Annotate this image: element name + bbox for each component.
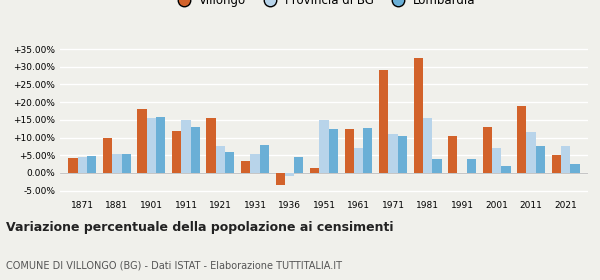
Bar bbox=[294, 157, 304, 173]
Bar bbox=[68, 158, 78, 173]
Bar bbox=[551, 155, 561, 173]
Bar bbox=[260, 145, 269, 173]
Bar bbox=[492, 148, 501, 173]
Bar bbox=[329, 129, 338, 173]
Bar bbox=[319, 120, 329, 173]
Bar bbox=[448, 136, 457, 173]
Bar bbox=[536, 146, 545, 173]
Bar bbox=[206, 118, 216, 173]
Bar bbox=[250, 153, 260, 173]
Bar bbox=[467, 159, 476, 173]
Bar bbox=[561, 146, 570, 173]
Text: Variazione percentuale della popolazione ai censimenti: Variazione percentuale della popolazione… bbox=[6, 221, 394, 234]
Bar bbox=[216, 146, 225, 173]
Bar bbox=[147, 118, 156, 173]
Bar bbox=[379, 70, 388, 173]
Bar bbox=[275, 173, 285, 185]
Bar bbox=[181, 120, 191, 173]
Legend: Villongo, Provincia di BG, Lombardia: Villongo, Provincia di BG, Lombardia bbox=[167, 0, 481, 12]
Bar bbox=[570, 164, 580, 173]
Bar bbox=[137, 109, 147, 173]
Bar bbox=[310, 168, 319, 173]
Bar bbox=[285, 173, 294, 176]
Bar bbox=[423, 118, 432, 173]
Bar bbox=[432, 159, 442, 173]
Bar bbox=[191, 127, 200, 173]
Bar bbox=[122, 153, 131, 173]
Bar bbox=[172, 130, 181, 173]
Bar bbox=[78, 157, 87, 173]
Bar bbox=[501, 166, 511, 173]
Bar bbox=[112, 153, 122, 173]
Bar bbox=[156, 117, 166, 173]
Bar bbox=[354, 148, 363, 173]
Bar bbox=[388, 134, 398, 173]
Bar bbox=[482, 127, 492, 173]
Bar bbox=[398, 136, 407, 173]
Bar bbox=[363, 128, 373, 173]
Bar bbox=[517, 106, 526, 173]
Text: COMUNE DI VILLONGO (BG) - Dati ISTAT - Elaborazione TUTTITALIA.IT: COMUNE DI VILLONGO (BG) - Dati ISTAT - E… bbox=[6, 261, 342, 271]
Bar bbox=[87, 156, 97, 173]
Bar bbox=[241, 161, 250, 173]
Bar bbox=[344, 129, 354, 173]
Bar bbox=[526, 132, 536, 173]
Bar bbox=[225, 152, 235, 173]
Bar bbox=[103, 137, 112, 173]
Bar bbox=[413, 58, 423, 173]
